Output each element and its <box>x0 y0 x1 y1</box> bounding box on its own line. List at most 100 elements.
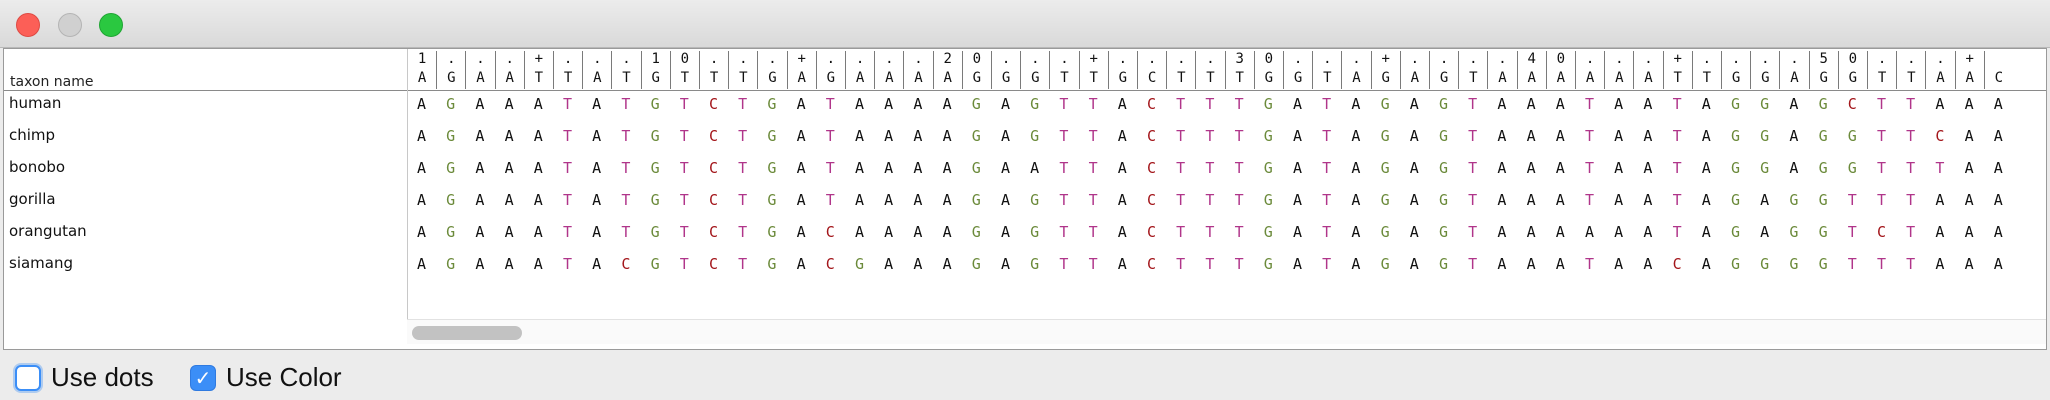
sequence-base[interactable]: A <box>1555 191 1565 209</box>
sequence-base[interactable]: G <box>1030 95 1040 113</box>
sequence-base[interactable]: A <box>1292 223 1303 241</box>
sequence-base[interactable]: T <box>679 223 689 241</box>
sequence-base[interactable]: G <box>1730 255 1741 273</box>
sequence-base[interactable]: A <box>504 95 514 113</box>
sequence-base[interactable]: A <box>1526 255 1536 273</box>
sequence-base[interactable]: A <box>1614 95 1624 113</box>
sequence-base[interactable]: T <box>1584 127 1595 145</box>
sequence-base[interactable]: A <box>1351 223 1361 241</box>
sequence-base[interactable]: G <box>650 159 660 177</box>
sequence-base[interactable]: T <box>1088 255 1098 273</box>
sequence-base[interactable]: T <box>738 127 748 145</box>
minimize-button[interactable] <box>58 13 82 37</box>
sequence-base[interactable]: A <box>1526 159 1536 177</box>
sequence-base[interactable]: A <box>533 223 543 241</box>
sequence-base[interactable]: A <box>1701 159 1711 177</box>
sequence-base[interactable]: G <box>1263 191 1273 209</box>
sequence-base[interactable]: A <box>942 223 952 241</box>
sequence-base[interactable]: A <box>1117 95 1127 113</box>
sequence-base[interactable]: G <box>1730 159 1741 177</box>
sequence-base[interactable]: A <box>1789 127 1799 145</box>
sequence-base[interactable]: G <box>767 255 777 273</box>
sequence-base[interactable]: A <box>1614 223 1624 241</box>
sequence-base[interactable]: T <box>1205 255 1215 273</box>
sequence-base[interactable]: A <box>592 255 602 273</box>
sequence-base[interactable]: G <box>971 159 981 177</box>
sequence-base[interactable]: T <box>738 95 748 113</box>
sequence-base[interactable]: A <box>913 159 923 177</box>
sequence-base[interactable]: G <box>767 223 777 241</box>
sequence-base[interactable]: T <box>679 159 689 177</box>
sequence-base[interactable]: A <box>1993 191 2003 209</box>
sequence-base[interactable]: C <box>825 223 835 241</box>
sequence-base[interactable]: C <box>1146 159 1157 177</box>
sequence-base[interactable]: A <box>1789 159 1799 177</box>
sequence-base[interactable]: A <box>1409 95 1419 113</box>
sequence-base[interactable]: A <box>1789 95 1799 113</box>
sequence-base[interactable]: T <box>1584 159 1595 177</box>
sequence-base[interactable]: T <box>1876 191 1887 209</box>
sequence-base[interactable]: A <box>504 255 514 273</box>
sequence-base[interactable]: C <box>1146 95 1157 113</box>
sequence-base[interactable]: T <box>1088 223 1098 241</box>
sequence-base[interactable]: C <box>708 159 719 177</box>
sequence-base[interactable]: G <box>1789 255 1799 273</box>
sequence-base[interactable]: T <box>1176 255 1186 273</box>
sequence-base[interactable]: T <box>1059 255 1069 273</box>
sequence-base[interactable]: G <box>1380 159 1390 177</box>
sequence-base[interactable]: G <box>1760 127 1770 145</box>
taxon-name[interactable]: gorilla <box>9 190 56 208</box>
sequence-base[interactable]: G <box>1438 159 1449 177</box>
sequence-base[interactable]: G <box>971 223 981 241</box>
sequence-base[interactable]: A <box>854 95 865 113</box>
sequence-base[interactable]: T <box>1088 191 1098 209</box>
sequence-base[interactable]: T <box>1468 95 1478 113</box>
sequence-base[interactable]: A <box>504 223 514 241</box>
sequence-base[interactable]: G <box>971 255 981 273</box>
sequence-base[interactable]: G <box>971 95 981 113</box>
sequence-base[interactable]: A <box>796 191 806 209</box>
sequence-base[interactable]: A <box>1614 127 1624 145</box>
sequence-base[interactable]: T <box>1059 223 1069 241</box>
sequence-base[interactable]: T <box>1672 191 1682 209</box>
sequence-base[interactable]: T <box>1176 127 1186 145</box>
sequence-base[interactable]: A <box>854 223 865 241</box>
sequence-base[interactable]: T <box>1059 127 1069 145</box>
sequence-base[interactable]: A <box>1409 223 1419 241</box>
taxon-name[interactable]: siamang <box>9 254 74 272</box>
sequence-base[interactable]: A <box>1643 95 1653 113</box>
sequence-base[interactable]: A <box>1935 223 1945 241</box>
sequence-base[interactable]: C <box>1146 191 1157 209</box>
sequence-base[interactable]: A <box>1964 191 1974 209</box>
sequence-base[interactable]: A <box>1000 127 1011 145</box>
sequence-base[interactable]: A <box>1526 95 1536 113</box>
sequence-base[interactable]: A <box>1643 191 1653 209</box>
sequence-base[interactable]: T <box>1059 95 1069 113</box>
sequence-base[interactable]: T <box>1672 95 1682 113</box>
sequence-base[interactable]: A <box>1701 223 1711 241</box>
sequence-base[interactable]: G <box>1380 95 1390 113</box>
sequence-base[interactable]: A <box>1935 95 1945 113</box>
sequence-base[interactable]: A <box>1000 223 1011 241</box>
scrollbar-thumb[interactable] <box>412 326 522 340</box>
sequence-base[interactable]: T <box>1468 223 1478 241</box>
sequence-base[interactable]: A <box>942 95 952 113</box>
sequence-base[interactable]: T <box>1876 127 1887 145</box>
sequence-base[interactable]: T <box>1176 95 1186 113</box>
sequence-base[interactable]: A <box>1701 255 1711 273</box>
sequence-base[interactable]: G <box>1818 223 1828 241</box>
sequence-base[interactable]: A <box>416 95 427 113</box>
sequence-base[interactable]: A <box>884 191 894 209</box>
sequence-base[interactable]: A <box>416 223 427 241</box>
sequence-base[interactable]: T <box>1322 159 1332 177</box>
sequence-base[interactable]: T <box>1876 255 1887 273</box>
sequence-base[interactable]: A <box>942 127 952 145</box>
sequence-base[interactable]: A <box>533 191 543 209</box>
sequence-base[interactable]: T <box>1059 159 1069 177</box>
sequence-base[interactable]: A <box>796 255 806 273</box>
sequence-base[interactable]: A <box>1964 127 1974 145</box>
sequence-base[interactable]: G <box>650 223 660 241</box>
sequence-base[interactable]: A <box>942 191 952 209</box>
sequence-base[interactable]: T <box>1672 127 1682 145</box>
sequence-base[interactable]: G <box>1847 159 1857 177</box>
